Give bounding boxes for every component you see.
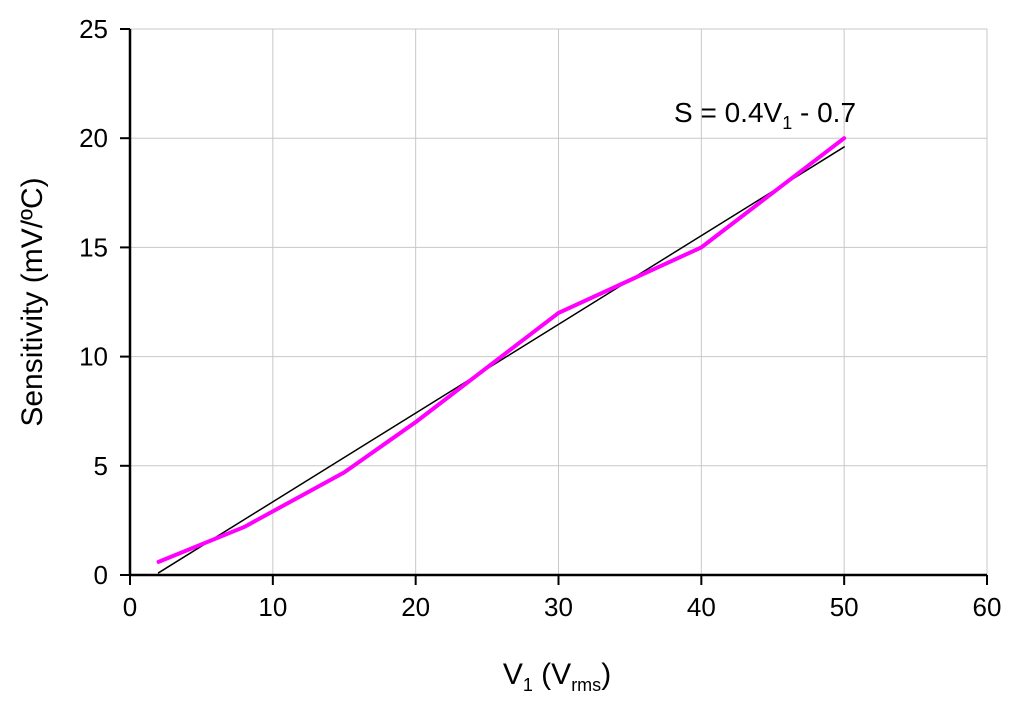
x-tick-label: 30	[544, 592, 573, 622]
sensitivity-line	[156, 136, 847, 564]
y-tick-label: 5	[94, 451, 108, 481]
x-axis-title-close: )	[601, 658, 611, 691]
x-axis-title-sub2: rms	[571, 675, 601, 695]
x-tick-label: 20	[401, 592, 430, 622]
y-tick-label: 25	[79, 14, 108, 44]
grid	[130, 28, 988, 575]
series-group	[156, 136, 847, 574]
x-axis-title: V1 (Vrms)	[503, 658, 611, 695]
x-axis-ticks: 0 10 20 30 40 50 60	[123, 575, 1002, 622]
annotation-prefix: S = 0.4V	[674, 97, 783, 128]
y-axis-ticks: 0 5 10 15 20 25	[79, 14, 130, 590]
y-tick-label: 0	[94, 560, 108, 590]
x-axis-title-paren: (V	[533, 658, 571, 691]
x-tick-label: 60	[973, 592, 1002, 622]
x-axis-title-main: V	[503, 658, 523, 691]
x-tick-label: 50	[830, 592, 859, 622]
x-tick-label: 0	[123, 592, 137, 622]
x-tick-label: 40	[687, 592, 716, 622]
y-tick-label: 10	[79, 342, 108, 372]
y-axis-title: Sensitivity (mV/ºC)	[16, 177, 49, 426]
y-tick-label: 20	[79, 123, 108, 153]
annotation-subscript: 1	[782, 113, 792, 133]
x-axis-title-sub1: 1	[523, 675, 533, 695]
y-tick-label: 15	[79, 232, 108, 262]
fit-line	[157, 146, 845, 574]
x-tick-label: 10	[258, 592, 287, 622]
annotation-suffix: - 0.7	[792, 97, 856, 128]
fit-equation-annotation: S = 0.4V1 - 0.7	[674, 97, 856, 133]
